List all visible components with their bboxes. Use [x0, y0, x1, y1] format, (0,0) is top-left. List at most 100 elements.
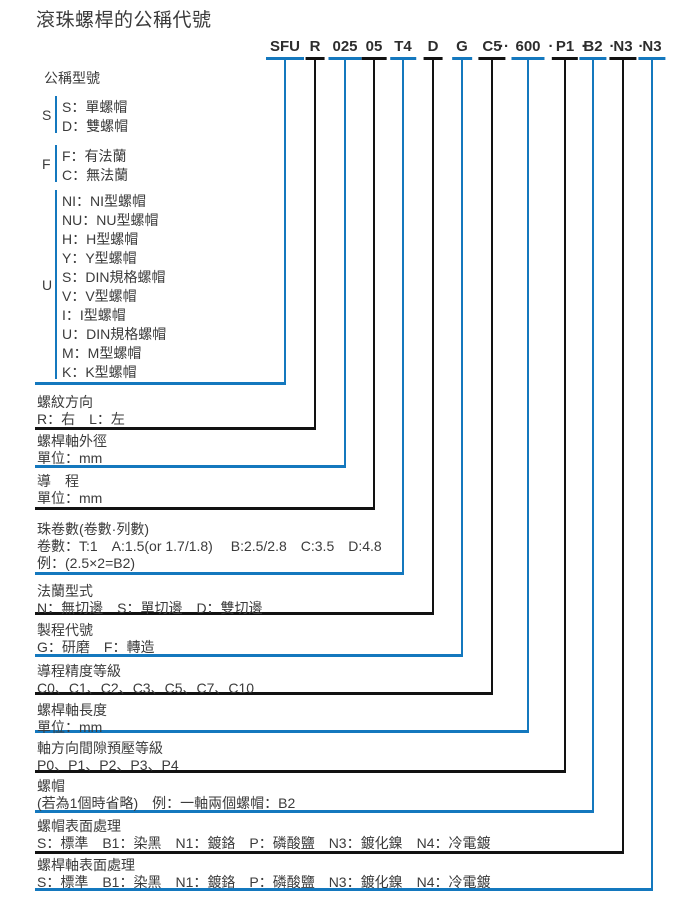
section-shaft-outer-diameter: 螺桿軸外徑 單位：mm [37, 433, 107, 467]
connector-vertical-line [344, 60, 346, 468]
connector-horizontal-line [35, 507, 375, 510]
connector-vertical-line [527, 60, 529, 733]
connector-vertical-line [622, 60, 624, 854]
code-segment: D [423, 38, 443, 60]
group-items: F：有法蘭 C：無法蘭 [62, 147, 128, 185]
section-line: N：無切邊 S：單切邊 D：雙切邊 [37, 600, 263, 616]
group-items: S：單螺帽 D：雙螺帽 [62, 98, 128, 136]
code-segment: C5 [478, 38, 506, 60]
group-item: S：DIN規格螺帽 [62, 269, 166, 285]
section-line: 卷數：T:1 A:1.5(or 1.7/1.8) B:2.5/2.8 C:3.5… [37, 538, 382, 554]
section-title: 公稱型號 [44, 70, 100, 86]
section-title: 導 程 [37, 473, 79, 489]
section-title: 螺帽 [37, 778, 65, 794]
code-segment: B2 [579, 38, 607, 60]
section-line: R：右 L：左 [37, 411, 125, 427]
code-separator-dot: · [609, 38, 615, 55]
connector-vertical-line [651, 60, 653, 891]
connector-horizontal-line [35, 612, 434, 615]
code-segment: P1 [551, 38, 579, 60]
code-segment: R [305, 38, 325, 60]
code-segment: N3 [609, 38, 637, 60]
connector-horizontal-line [35, 654, 463, 657]
code-segment: N3 [638, 38, 666, 60]
connector-horizontal-line [35, 888, 653, 891]
connector-horizontal-line [35, 851, 624, 854]
code-segment: T4 [390, 38, 416, 60]
section-line: C0、C1、C2、C3、C5、C7、C10 [37, 680, 255, 696]
group-item: H：H型螺帽 [62, 231, 139, 247]
connector-vertical-line [461, 60, 463, 657]
group-item: S：單螺帽 [62, 99, 128, 115]
group-items: NI：NI型螺帽 NU：NU型螺帽 H：H型螺帽 Y：Y型螺帽 S：DIN規格螺帽 V：V… [62, 192, 166, 382]
connector-vertical-line [373, 60, 375, 510]
connector-horizontal-line [35, 692, 493, 695]
group-bracket-bar [55, 190, 57, 379]
section-line: 例：(2.5×2=B2) [37, 555, 136, 571]
connector-horizontal-line [35, 770, 566, 773]
group-item: NU：NU型螺帽 [62, 212, 159, 228]
group-label: S [42, 106, 52, 123]
connector-horizontal-line [35, 382, 286, 385]
connector-horizontal-line [35, 465, 346, 468]
group-item: F：有法蘭 [62, 148, 127, 164]
section-title: 軸方向間隙預壓等級 [37, 740, 163, 756]
section-line: P0、P1、P2、P3、P4 [37, 757, 179, 773]
section-title: 螺帽表面處理 [37, 818, 121, 834]
group-item: I：I型螺帽 [62, 307, 126, 323]
section-line: S：標準 B1：染黑 N1：鍍鉻 P：磷酸鹽 N3：鍍化鎳 N4：冷電鍍 [37, 874, 491, 890]
section-line: G：研磨 F：轉造 [37, 639, 155, 655]
section-thread-direction: 螺紋方向 R：右 L：左 [37, 394, 125, 428]
connector-vertical-line [592, 60, 594, 813]
code-separator-dot: ·· [499, 38, 509, 55]
connector-vertical-line [491, 60, 493, 695]
section-title: 法蘭型式 [37, 583, 93, 599]
group-item: U：DIN規格螺帽 [62, 326, 167, 342]
section-ball-turns: 珠卷數(卷數·列數) 卷數：T:1 A:1.5(or 1.7/1.8) B:2.5… [37, 521, 382, 572]
group-bracket-bar [55, 96, 57, 133]
connector-vertical-line [314, 60, 316, 430]
section-line: 單位：mm [37, 719, 103, 735]
connector-vertical-line [284, 60, 286, 385]
group-item: Y：Y型螺帽 [62, 250, 137, 266]
section-line: 單位：mm [37, 450, 103, 466]
group-label: U [42, 276, 53, 293]
group-bracket-bar [55, 145, 57, 182]
code-separator-dot: · [581, 38, 587, 55]
section-line: S：標準 B1：染黑 N1：鍍鉻 P：磷酸鹽 N3：鍍化鎳 N4：冷電鍍 [37, 835, 491, 851]
group-item: K：K型螺帽 [62, 364, 137, 380]
section-title: 螺紋方向 [37, 394, 93, 410]
section-line: 單位：mm [37, 490, 103, 506]
code-segment: G [452, 38, 472, 60]
connector-horizontal-line [35, 427, 316, 430]
group-item: M：M型螺帽 [62, 345, 142, 361]
section-flange-type: 法蘭型式 N：無切邊 S：單切邊 D：雙切邊 [37, 583, 263, 617]
section-lead: 導 程單位：mm [37, 473, 102, 507]
code-segment: 600 [511, 38, 545, 60]
code-separator-dot: · [548, 38, 554, 55]
section-title: 導程精度等級 [37, 663, 121, 679]
section-title: 製程代號 [37, 622, 93, 638]
section-line: (若為1個時省略) 例：一軸兩個螺帽：B2 [37, 795, 296, 811]
page-title: 滾珠螺桿的公稱代號 [36, 10, 212, 31]
section-process-code: 製程代號 G：研磨 F：轉造 [37, 622, 154, 656]
group-item: D：雙螺帽 [62, 118, 129, 134]
section-title: 螺桿軸長度 [37, 702, 107, 718]
section-title: 珠卷數(卷數·列數) [37, 521, 149, 537]
connector-horizontal-line [35, 730, 529, 733]
section-nut: 螺帽 (若為1個時省略) 例：一軸兩個螺帽：B2 [37, 778, 295, 812]
connector-vertical-line [432, 60, 434, 615]
code-segment: 05 [361, 38, 387, 60]
connector-vertical-line [402, 60, 404, 575]
connector-vertical-line [564, 60, 566, 773]
group-item: C：無法蘭 [62, 167, 129, 183]
group-item: NI：NI型螺帽 [62, 193, 146, 209]
section-title: 螺桿軸表面處理 [37, 857, 135, 873]
section-axial-clearance-preload-grade: 軸方向間隙預壓等級 P0、P1、P2、P3、P4 [37, 740, 179, 774]
section-title: 螺桿軸外徑 [37, 433, 107, 449]
code-segment: SFU [266, 38, 304, 60]
connector-horizontal-line [35, 572, 404, 575]
section-nut-surface-treatment: 螺帽表面處理 S：標準 B1：染黑 N1：鍍鉻 P：磷酸鹽 N3：鍍化鎳 N4：冷… [37, 818, 491, 852]
code-separator-dot: · [638, 38, 644, 55]
